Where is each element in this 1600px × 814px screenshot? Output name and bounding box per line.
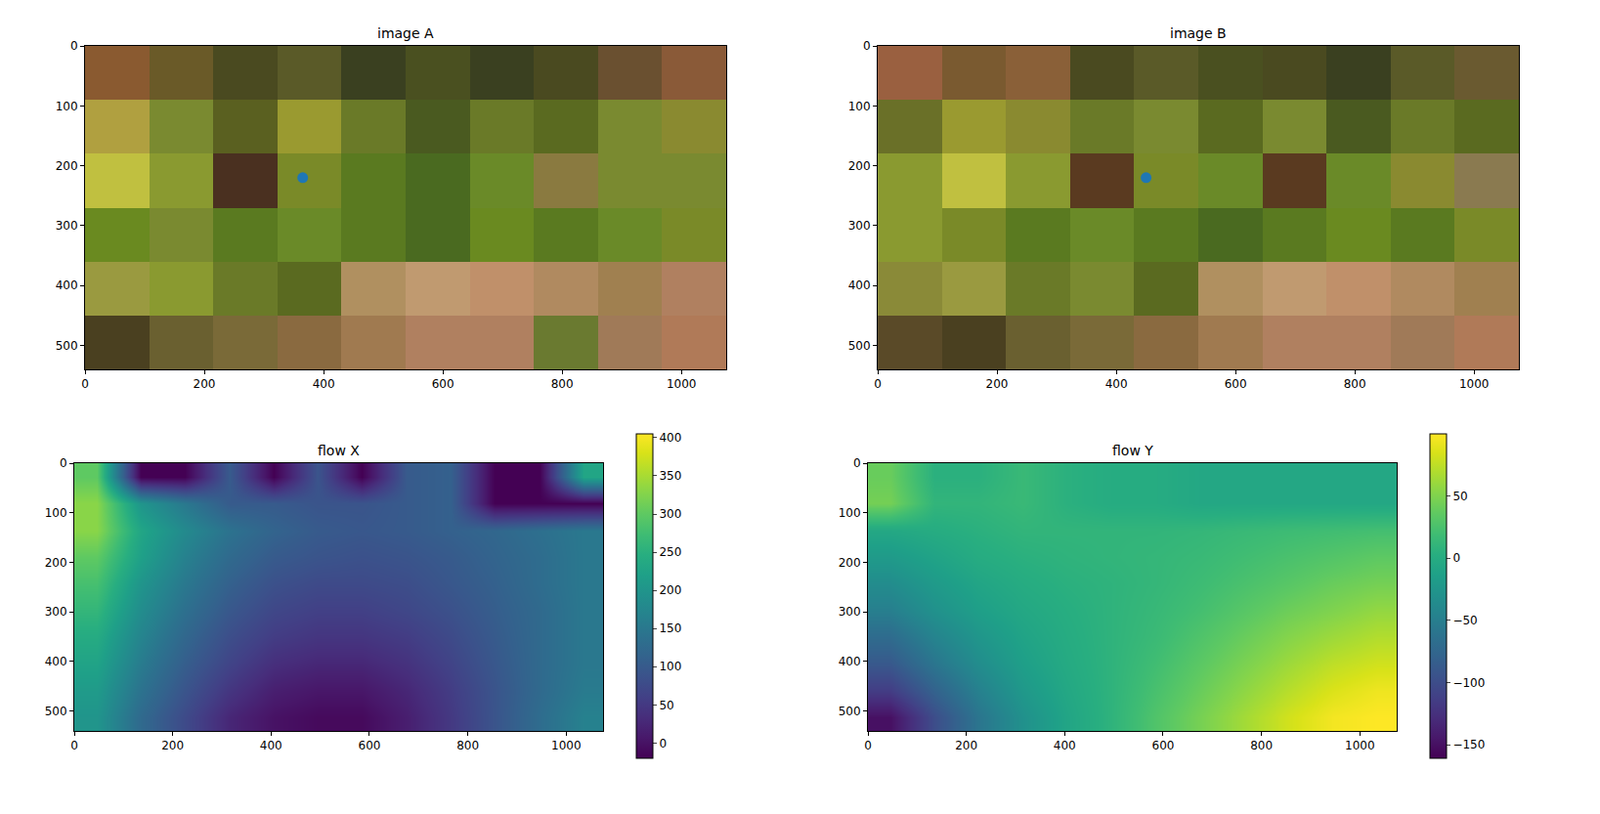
svg-text:600: 600 xyxy=(432,377,455,391)
svg-text:50: 50 xyxy=(1452,489,1468,504)
svg-text:400: 400 xyxy=(312,377,336,391)
svg-text:100: 100 xyxy=(848,99,871,114)
svg-text:300: 300 xyxy=(848,218,871,233)
svg-text:300: 300 xyxy=(838,605,862,619)
svg-text:200: 200 xyxy=(658,583,682,598)
svg-text:1000: 1000 xyxy=(1344,738,1376,753)
svg-text:100: 100 xyxy=(55,99,79,114)
svg-text:1000: 1000 xyxy=(551,738,582,753)
svg-text:400: 400 xyxy=(658,431,682,445)
svg-text:flow Y: flow Y xyxy=(1112,442,1154,459)
svg-text:1000: 1000 xyxy=(666,377,697,391)
svg-text:600: 600 xyxy=(1224,377,1248,391)
svg-text:0: 0 xyxy=(70,738,79,753)
svg-text:0: 0 xyxy=(81,377,89,391)
svg-text:400: 400 xyxy=(838,654,862,669)
svg-text:0: 0 xyxy=(873,377,882,391)
svg-text:0: 0 xyxy=(59,456,68,471)
svg-text:300: 300 xyxy=(55,218,79,233)
svg-text:100: 100 xyxy=(44,506,68,520)
svg-text:800: 800 xyxy=(1250,738,1273,753)
svg-text:0: 0 xyxy=(1452,551,1461,565)
svg-text:800: 800 xyxy=(456,738,479,753)
svg-text:400: 400 xyxy=(1105,377,1128,391)
svg-text:100: 100 xyxy=(658,659,682,674)
svg-text:400: 400 xyxy=(259,738,283,753)
svg-text:200: 200 xyxy=(838,556,862,570)
svg-text:800: 800 xyxy=(1343,377,1367,391)
svg-text:200: 200 xyxy=(986,377,1009,391)
svg-text:600: 600 xyxy=(1151,738,1174,753)
svg-text:500: 500 xyxy=(838,704,862,719)
svg-text:250: 250 xyxy=(658,545,682,560)
svg-text:0: 0 xyxy=(853,456,862,471)
svg-text:600: 600 xyxy=(357,738,381,753)
svg-text:200: 200 xyxy=(954,738,978,753)
svg-text:200: 200 xyxy=(55,159,79,173)
svg-text:200: 200 xyxy=(44,556,68,570)
svg-text:100: 100 xyxy=(838,506,862,520)
svg-text:300: 300 xyxy=(658,507,682,521)
svg-text:image A: image A xyxy=(377,25,434,42)
svg-text:−100: −100 xyxy=(1452,676,1485,691)
svg-text:−50: −50 xyxy=(1452,613,1477,628)
svg-text:200: 200 xyxy=(193,377,217,391)
svg-text:image B: image B xyxy=(1169,25,1227,42)
svg-text:0: 0 xyxy=(863,39,871,53)
svg-text:400: 400 xyxy=(1053,738,1077,753)
svg-text:300: 300 xyxy=(44,605,68,619)
svg-text:400: 400 xyxy=(55,278,79,293)
svg-text:50: 50 xyxy=(658,698,674,713)
svg-text:flow X: flow X xyxy=(317,442,360,459)
svg-text:0: 0 xyxy=(658,736,667,751)
svg-text:500: 500 xyxy=(55,339,79,353)
svg-text:400: 400 xyxy=(44,654,68,669)
svg-text:0: 0 xyxy=(864,738,872,753)
svg-text:800: 800 xyxy=(551,377,574,391)
svg-text:500: 500 xyxy=(848,339,871,353)
svg-text:−150: −150 xyxy=(1452,737,1485,752)
svg-text:200: 200 xyxy=(161,738,184,753)
svg-text:1000: 1000 xyxy=(1459,377,1490,391)
svg-text:0: 0 xyxy=(70,39,79,53)
svg-text:400: 400 xyxy=(848,278,871,293)
svg-text:200: 200 xyxy=(848,159,871,173)
svg-text:150: 150 xyxy=(658,621,682,636)
svg-text:500: 500 xyxy=(44,704,68,719)
svg-text:350: 350 xyxy=(658,469,682,483)
